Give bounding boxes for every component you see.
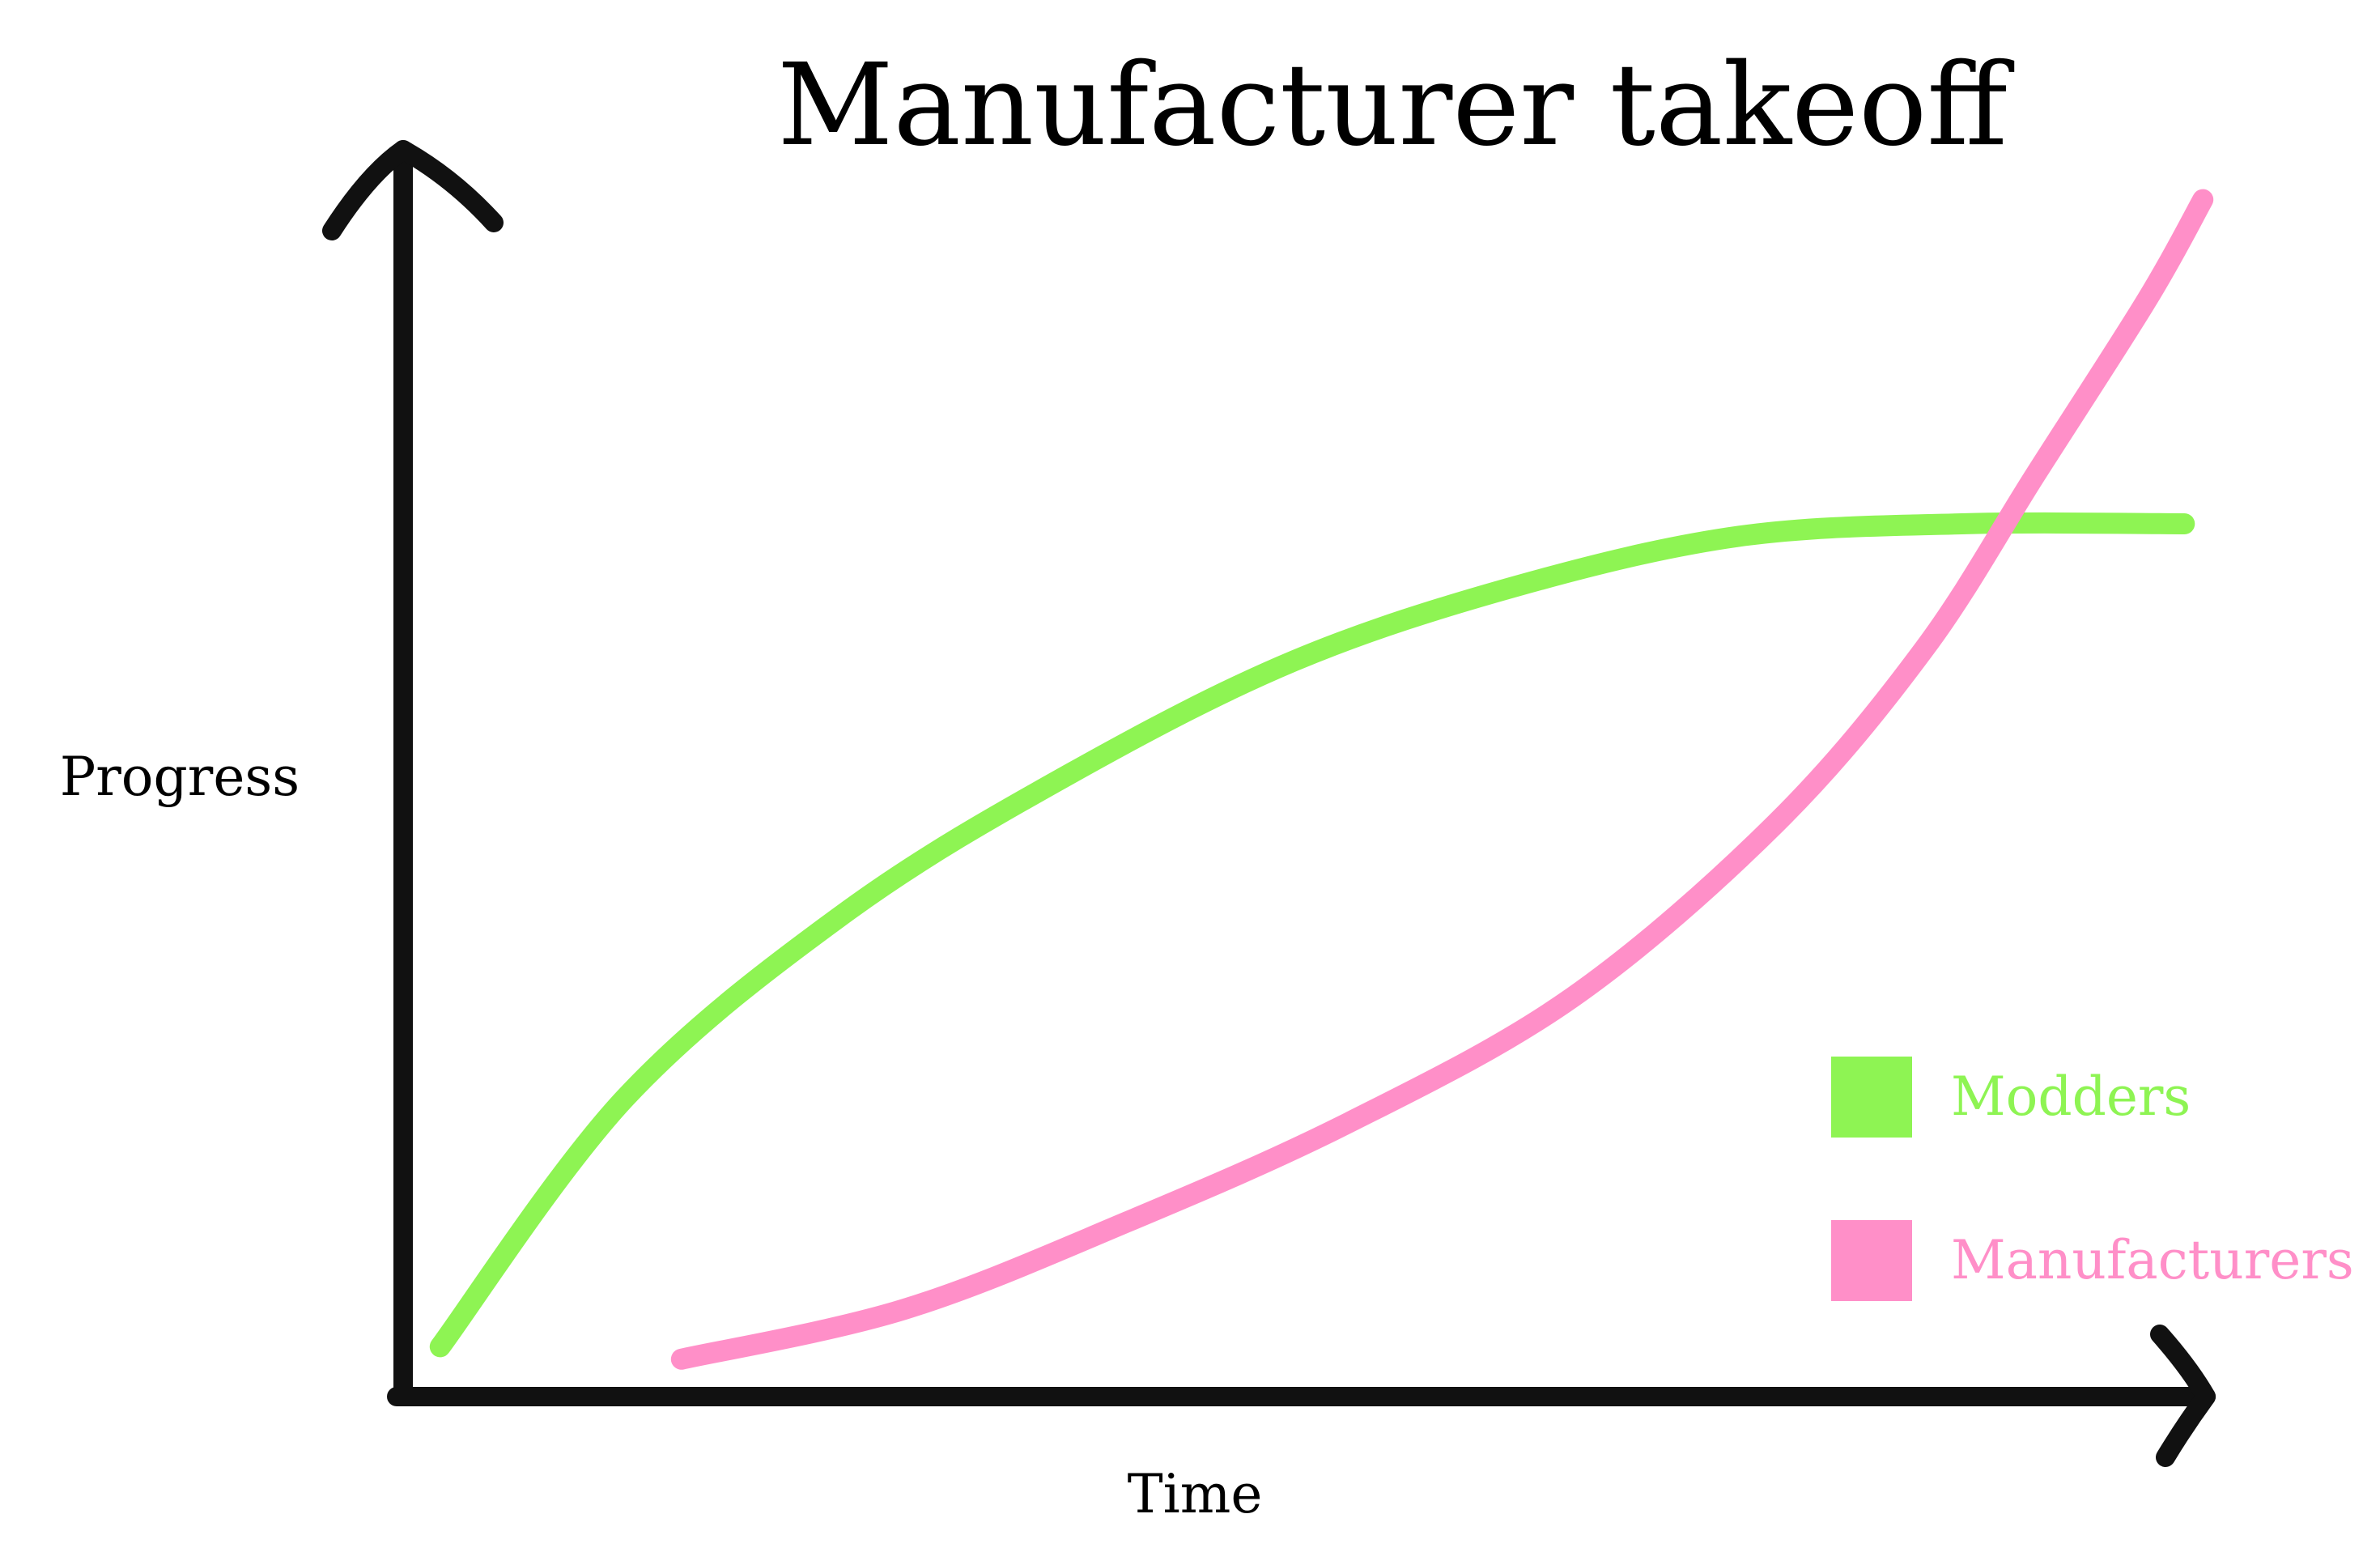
series-line-modders [429,512,2195,1358]
chart-title: Manufacturer takeoff [777,40,2014,172]
legend-swatch-manufacturers [1831,1220,1912,1301]
y-axis-label: Progress [60,746,300,808]
x-axis-arrowhead [2150,1325,2216,1467]
y-axis-arrowhead [322,140,504,240]
legend-swatch-modders [1831,1057,1912,1138]
legend-label-manufacturers: Manufacturers [1951,1229,2354,1291]
x-axis-label: Time [1128,1463,1263,1525]
legend-label-modders: Modders [1951,1065,2191,1128]
legend: Modders Manufacturers [1831,1057,2354,1301]
series-group [429,189,2214,1370]
series-line-manufacturers [670,189,2214,1370]
